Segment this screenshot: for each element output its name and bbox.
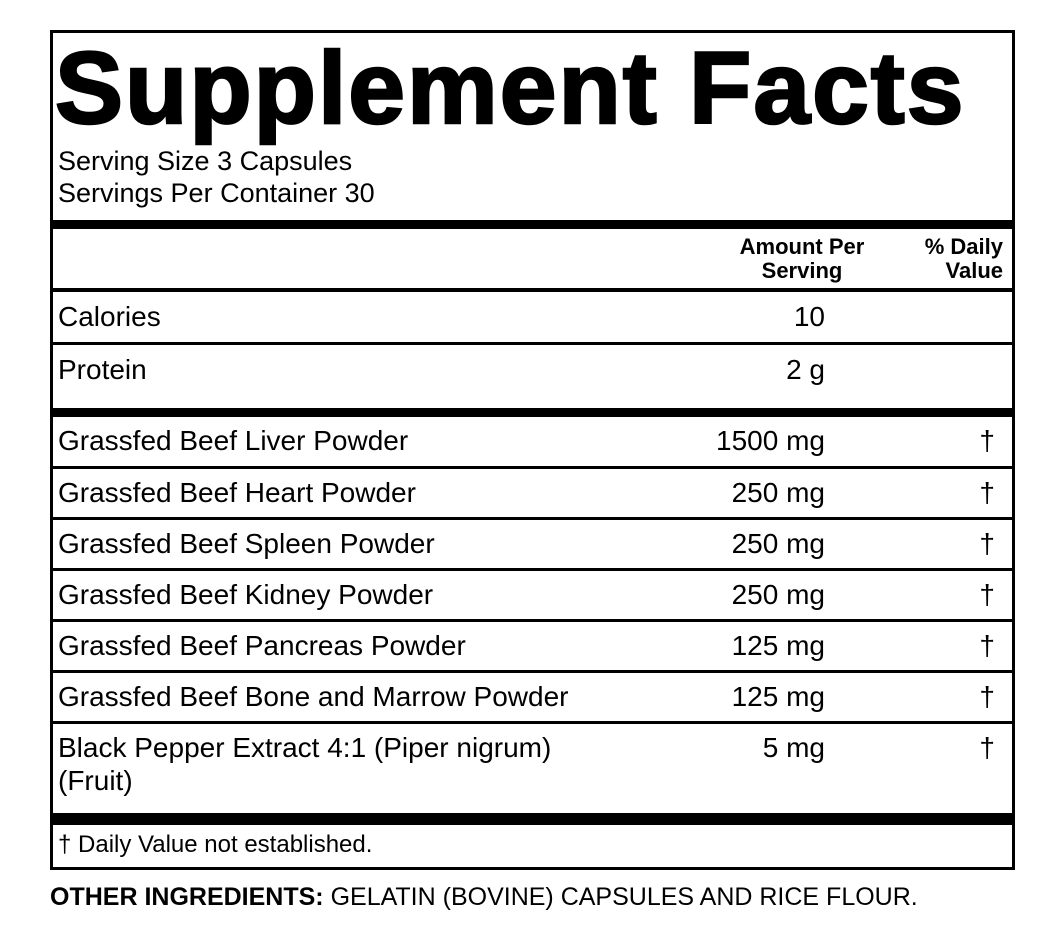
ingredient-name: Grassfed Beef Pancreas Powder (58, 630, 466, 662)
divider-bar-bottom (53, 812, 1012, 825)
daily-value-footnote: † Daily Value not established. (58, 830, 373, 858)
dagger-symbol: † (979, 732, 995, 764)
ingredient-amount: 250 mg (731, 578, 825, 610)
table-row-spleen: Grassfed Beef Spleen Powder 250 mg † (53, 520, 1012, 571)
nutrient-name: Calories (58, 300, 161, 332)
table-row-bone-marrow: Grassfed Beef Bone and Marrow Powder 125… (53, 673, 1012, 725)
ingredient-amount: 1500 mg (716, 425, 825, 457)
dagger-symbol: † (979, 630, 995, 662)
percent-daily-value-header: % Daily Value (867, 233, 1012, 284)
other-ingredients-text: GELATIN (BOVINE) CAPSULES AND RICE FLOUR… (323, 883, 918, 911)
dagger-symbol: † (979, 425, 995, 457)
dagger-symbol: † (979, 527, 995, 559)
other-ingredients-line: OTHER INGREDIENTS: GELATIN (BOVINE) CAPS… (50, 882, 1015, 912)
ingredient-name-line2: (Fruit) (58, 764, 133, 796)
ingredient-name: Grassfed Beef Liver Powder (58, 425, 409, 457)
ingredient-amount: 125 mg (731, 630, 825, 662)
ingredient-name: Grassfed Beef Spleen Powder (58, 527, 435, 559)
ingredient-amount: 125 mg (731, 681, 825, 713)
ingredient-amount: 250 mg (731, 476, 825, 508)
amount-per-serving-header: Amount Per Serving (652, 233, 867, 284)
table-row-black-pepper: Black Pepper Extract 4:1 (Piper nigrum) … (53, 724, 1012, 812)
ingredient-name: Grassfed Beef Kidney Powder (58, 578, 434, 610)
dv-header-line1: % Daily (924, 233, 1003, 259)
nutrient-name: Protein (58, 354, 147, 386)
ingredient-amount: 5 mg (762, 732, 825, 764)
ingredient-name: Black Pepper Extract 4:1 (Piper nigrum) … (53, 732, 652, 796)
table-row-kidney: Grassfed Beef Kidney Powder 250 mg † (53, 571, 1012, 623)
table-row-calories: Calories 10 (53, 292, 1012, 346)
ingredient-name: Grassfed Beef Heart Powder (58, 476, 416, 508)
dagger-symbol: † (979, 476, 995, 508)
dagger-symbol: † (979, 681, 995, 713)
table-row-heart: Grassfed Beef Heart Powder 250 mg † (53, 469, 1012, 520)
servings-per-container: Servings Per Container 30 (58, 178, 375, 209)
other-ingredients-label: OTHER INGREDIENTS: (50, 883, 324, 911)
supplement-facts-panel: Supplement Facts Serving Size 3 Capsules… (50, 30, 1015, 870)
serving-size: Serving Size 3 Capsules (58, 145, 353, 176)
table-row-liver: Grassfed Beef Liver Powder 1500 mg † (53, 417, 1012, 469)
panel-title: Supplement Facts (54, 31, 966, 145)
table-row-protein: Protein 2 g (53, 345, 1012, 395)
label-content: Supplement Facts Serving Size 3 Capsules… (50, 30, 1015, 912)
amount-header-line2: Serving (761, 258, 843, 284)
ingredient-name: Grassfed Beef Bone and Marrow Powder (58, 681, 569, 713)
dv-header-line2: Value (945, 258, 1003, 284)
amount-header-line1: Amount Per (739, 233, 865, 259)
table-header-row: Amount Per Serving % Daily Value (53, 229, 1012, 292)
ingredient-amount: 250 mg (731, 527, 825, 559)
divider-bar-top (53, 219, 1012, 229)
dagger-symbol: † (979, 578, 995, 610)
ingredient-name-line1: Black Pepper Extract 4:1 (Piper nigrum) (58, 732, 552, 764)
nutrient-amount: 10 (793, 300, 825, 332)
nutrient-amount: 2 g (786, 354, 825, 386)
table-row-pancreas: Grassfed Beef Pancreas Powder 125 mg † (53, 622, 1012, 674)
divider-bar-middle (53, 408, 1012, 418)
